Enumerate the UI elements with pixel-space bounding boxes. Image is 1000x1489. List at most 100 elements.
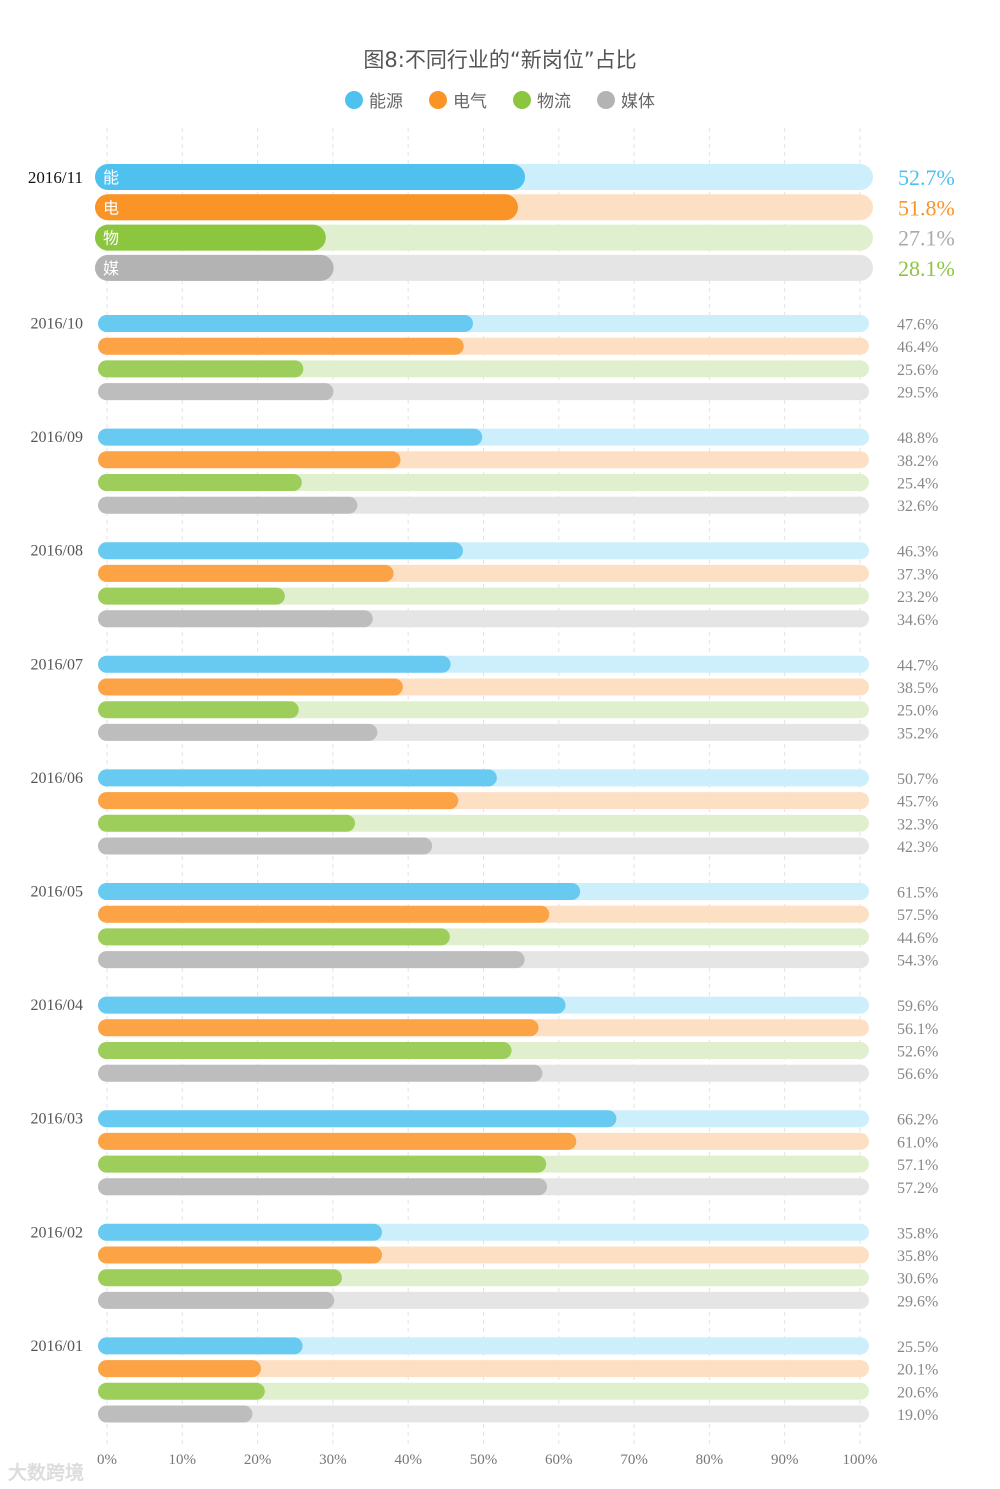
data-label: 32.6% [897,498,938,515]
bar-inner-label: 物 [103,229,119,248]
category-label: 2016/08 [31,543,83,560]
bar-电气 [98,792,459,810]
x-tick-label: 0% [97,1452,117,1468]
bar-媒体 [98,1178,548,1196]
x-tick-label: 100% [843,1452,878,1468]
data-label: 34.6% [897,612,938,629]
bar-媒体 [98,496,358,514]
bar-inner-label: 媒 [103,259,119,278]
data-label: 51.8% [898,195,955,220]
bar-物流 [98,474,302,491]
data-label: 57.5% [897,907,938,924]
x-tick-label: 30% [319,1452,347,1468]
category-label: 2016/07 [31,656,83,673]
bar-能源 [98,428,483,446]
bar-能源 [98,1337,303,1355]
data-label: 48.8% [897,430,938,447]
data-label: 35.8% [897,1225,938,1242]
legend-label: 电气 [453,92,487,112]
bar-电气 [95,194,519,221]
legend-dot-icon [597,90,615,109]
bar-电气 [98,451,401,469]
bar-track [98,1405,869,1423]
bar-inner-label: 电 [103,198,119,217]
legend-dot-icon [345,90,363,109]
x-tick-label: 50% [470,1452,498,1468]
data-label: 52.6% [897,1044,938,1061]
watermark: 大数跨境 [8,1462,85,1484]
legend-label: 媒体 [621,92,655,112]
legend: 能源 电气 物流 媒体 [0,87,1000,112]
bar-电气 [98,564,394,582]
data-label: 27.1% [898,226,955,251]
category-label: 2016/11 [28,168,83,187]
data-label: 28.1% [898,256,955,281]
bar-track [98,1382,869,1400]
bar-媒体 [98,610,373,628]
bar-电气 [98,1360,261,1378]
category-label: 2016/10 [31,316,83,333]
bar-能源 [98,315,473,332]
data-label: 35.8% [897,1248,938,1265]
bar-能源 [98,1223,383,1241]
data-label: 35.2% [897,725,938,742]
x-tick-label: 70% [620,1452,648,1468]
bar-物流 [98,1042,512,1059]
data-label: 37.3% [897,566,938,583]
bar-物流 [98,1382,265,1400]
bar-物流 [98,701,299,719]
data-label: 25.6% [897,362,938,379]
legend-label: 物流 [537,92,571,112]
data-label: 38.5% [897,680,938,697]
data-label: 20.6% [897,1384,938,1401]
bar-inner-label: 能 [103,168,119,187]
data-label: 23.2% [897,589,938,606]
legend-item: 媒体 [597,87,655,112]
bar-物流 [98,928,450,946]
bar-电气 [98,1246,383,1264]
bar-电气 [98,678,403,696]
data-label: 54.3% [897,953,938,970]
legend-label: 能源 [369,92,403,112]
bar-媒体 [98,1291,335,1309]
x-tick-label: 10% [169,1452,197,1468]
bar-媒体 [98,1064,543,1082]
data-label: 25.4% [897,476,938,493]
data-label: 52.7% [898,165,955,190]
bar-电气 [98,337,464,355]
data-label: 32.3% [897,816,938,833]
x-tick-label: 20% [244,1452,272,1468]
data-label: 56.1% [897,1021,938,1038]
chart-title: 图8:不同行业的“新岗位”占比 [363,48,637,72]
data-label: 25.5% [897,1339,938,1356]
data-label: 46.3% [897,544,938,561]
bar-电气 [98,1132,577,1150]
data-label: 38.2% [897,453,938,470]
data-label: 46.4% [897,339,938,356]
bar-能源 [98,996,566,1014]
legend-item: 物流 [513,87,571,112]
data-label: 57.1% [897,1157,938,1174]
bar-媒体 [98,837,433,855]
bar-物流 [98,587,285,605]
bar-能源 [98,542,463,560]
legend-item: 能源 [345,87,403,112]
bar-媒体 [98,1405,253,1423]
category-label: 2016/03 [31,1111,83,1128]
bar-物流 [98,814,356,832]
x-tick-label: 80% [696,1452,724,1468]
x-tick-label: 60% [545,1452,573,1468]
data-label: 20.1% [897,1362,938,1379]
category-label: 2016/05 [31,884,83,901]
data-label: 66.2% [897,1112,938,1129]
category-label: 2016/09 [31,429,83,446]
bar-电气 [98,905,550,923]
bar-媒体 [98,723,378,741]
data-label: 47.6% [897,317,938,334]
data-label: 59.6% [897,998,938,1015]
bar-电气 [98,1019,539,1037]
data-label: 25.0% [897,703,938,720]
bar-能源 [98,1110,617,1128]
bar-媒体 [95,254,334,281]
data-label: 42.3% [897,839,938,856]
